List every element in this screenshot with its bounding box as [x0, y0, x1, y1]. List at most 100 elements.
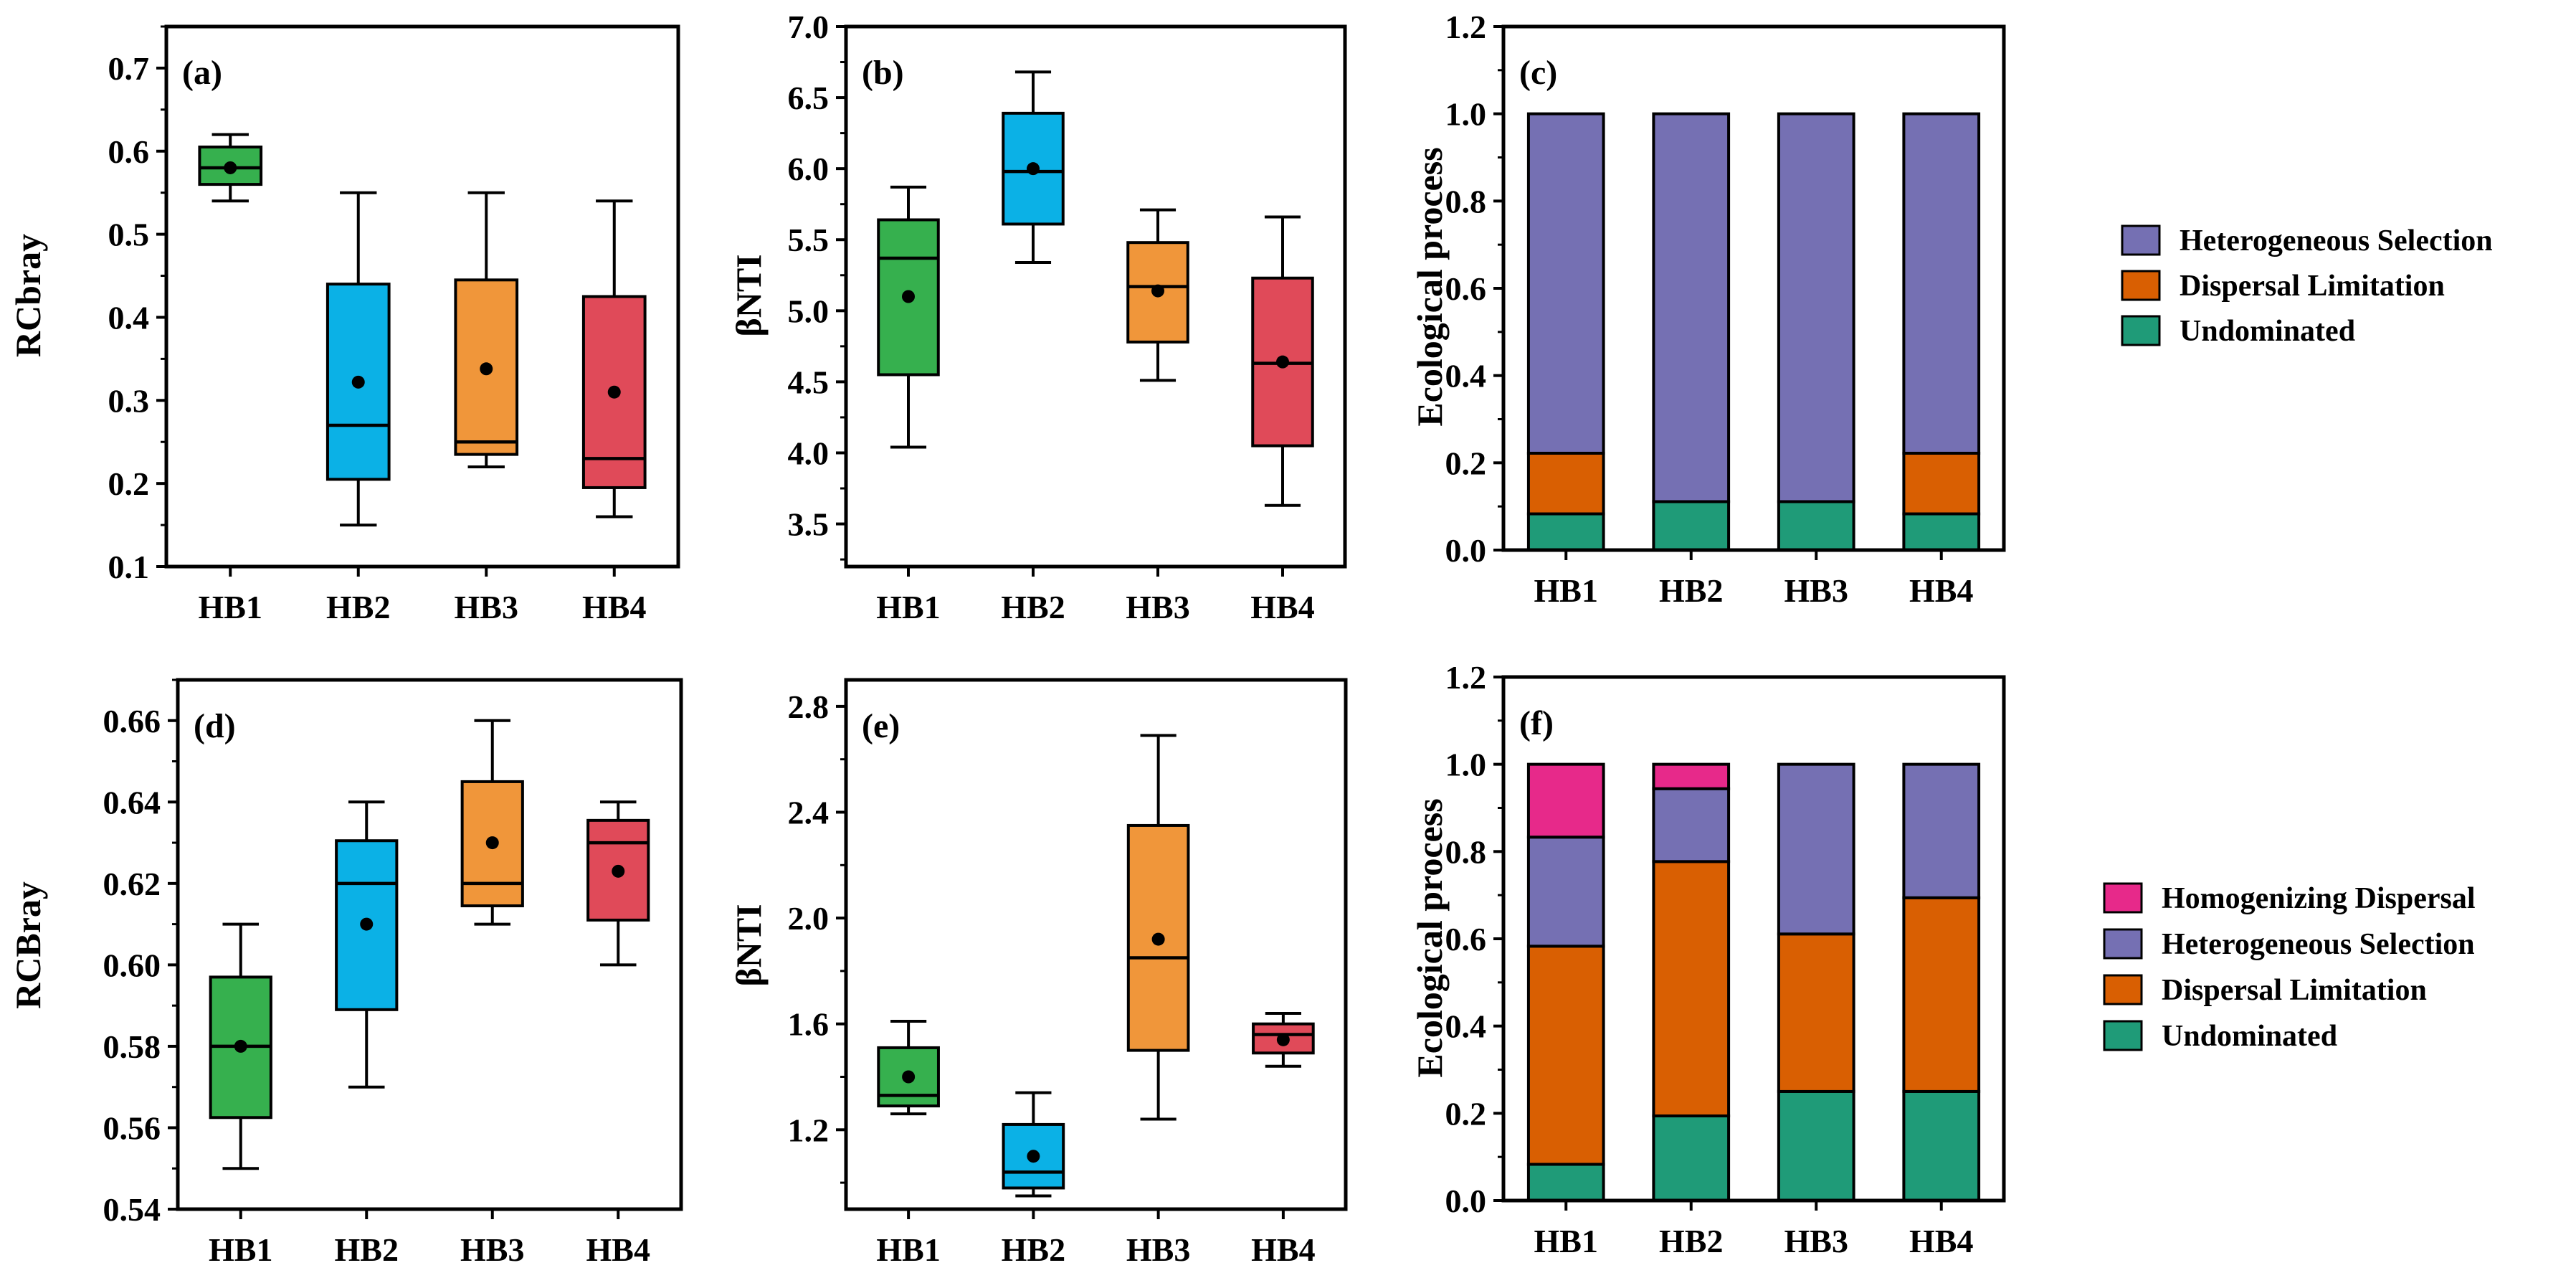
bar-segment	[1526, 836, 1605, 948]
y-tick-label: 1.6	[788, 1006, 830, 1043]
bar-segment	[1777, 762, 1855, 936]
y-tick-label: 5.0	[788, 293, 830, 329]
y-tick-label: 1.2	[788, 1112, 830, 1148]
legend-label: Heterogeneous Selection	[2162, 928, 2475, 961]
x-tick-label: HB4	[1909, 1223, 1973, 1259]
box-HB4	[581, 199, 647, 519]
plot-frame	[1501, 24, 2006, 552]
bar-segment	[1652, 500, 1731, 552]
bar-segment	[1902, 762, 1981, 899]
y-axis-label: βNTI	[728, 254, 769, 336]
panel-label: (a)	[182, 54, 222, 92]
plot-frame	[176, 678, 683, 1211]
x-tick-label: HB1	[1534, 1223, 1598, 1259]
panel-c: 0.0 0.2 0.4 0.6 0.8 1.0 1.2 Ecological process H…	[1410, 9, 2493, 609]
box-HB1	[198, 133, 263, 203]
bar-HB1	[1526, 762, 1605, 1202]
mean-point	[1276, 1033, 1290, 1046]
legend-swatch	[2121, 315, 2161, 346]
bar-segment	[1902, 451, 1981, 516]
box-HB1	[877, 185, 940, 449]
bar-HB3	[1777, 762, 1855, 1202]
box-HB3	[1126, 734, 1190, 1121]
box-HB4	[1252, 1011, 1315, 1068]
x-tick-label: HB1	[209, 1231, 272, 1268]
box-HB1	[209, 922, 272, 1170]
y-tick-label: 2.8	[788, 688, 830, 725]
y-tick-label: 0.54	[103, 1191, 161, 1228]
x-tick-label: HB2	[335, 1231, 399, 1268]
bar-segment	[1902, 896, 1981, 1093]
x-tick-label: HB2	[1001, 589, 1065, 625]
y-tick-label: 0.4	[1445, 358, 1487, 394]
y-tick-label: 0.64	[103, 784, 161, 820]
y-tick-label: 4.5	[788, 364, 830, 400]
bar-segment	[1652, 860, 1731, 1117]
y-tick-label: 2.4	[788, 795, 830, 831]
box-iqr	[460, 780, 524, 908]
y-tick-label: 0.6	[1445, 921, 1487, 957]
x-tick-label: HB3	[1784, 572, 1848, 609]
mean-point	[224, 161, 237, 174]
x-tick-label: HB3	[1126, 589, 1189, 625]
mean-point	[485, 836, 499, 850]
plot-frame	[164, 24, 680, 569]
box-HB3	[1126, 208, 1189, 382]
y-tick-label: 0.1	[108, 549, 150, 585]
box-iqr	[586, 818, 650, 922]
plot-frame	[1501, 675, 2006, 1203]
bar-segment	[1652, 112, 1731, 503]
bar-segment	[1777, 1089, 1855, 1202]
bar-segment	[1902, 512, 1981, 552]
y-tick-label: 0.5	[108, 217, 150, 253]
bar-segment	[1652, 787, 1731, 863]
mean-point	[1027, 162, 1040, 176]
x-tick-label: HB1	[876, 1231, 940, 1268]
mean-point	[1151, 932, 1165, 946]
y-tick-label: 1.0	[1445, 747, 1487, 783]
bar-segment	[1652, 762, 1731, 790]
bar-segment	[1526, 451, 1605, 516]
legend-label: Undominated	[2180, 315, 2355, 348]
y-tick-label: 0.62	[103, 866, 161, 902]
legend: Heterogeneous Selection Dispersal Limitat…	[2121, 224, 2493, 348]
bar-HB4	[1902, 762, 1981, 1202]
box-HB4	[1251, 215, 1314, 507]
box-HB2	[325, 191, 391, 527]
bar-segment	[1652, 1114, 1731, 1202]
y-tick-label: 3.5	[788, 506, 830, 543]
mean-point	[607, 385, 621, 399]
x-tick-label: HB4	[1251, 1231, 1315, 1268]
box-HB3	[454, 191, 519, 468]
legend-label: Homogenizing Dispersal	[2162, 882, 2476, 915]
x-tick-label: HB2	[1659, 572, 1723, 609]
y-tick-label: 7.0	[788, 9, 830, 45]
mean-point	[1276, 355, 1289, 369]
bar-HB2	[1652, 762, 1731, 1202]
panel-label: (c)	[1519, 54, 1557, 92]
y-tick-label: 6.0	[788, 151, 830, 187]
y-tick-label: 0.6	[108, 133, 150, 170]
y-tick-label: 1.2	[1445, 9, 1487, 45]
y-axis-label: Ecological process	[1410, 798, 1450, 1077]
mean-point	[1027, 1150, 1040, 1163]
y-tick-label: 0.7	[108, 50, 150, 87]
x-tick-label: HB1	[199, 589, 262, 625]
box-HB1	[877, 1020, 940, 1116]
bar-segment	[1902, 112, 1981, 455]
bar-segment	[1777, 932, 1855, 1093]
bar-segment	[1526, 112, 1605, 455]
y-tick-label: 0.2	[108, 465, 150, 502]
bar-segment	[1777, 112, 1855, 503]
bar-HB2	[1652, 112, 1731, 552]
box-HB4	[586, 800, 650, 967]
y-tick-label: 0.2	[1445, 1095, 1487, 1132]
y-axis-label: RCBray	[8, 881, 48, 1009]
legend-swatch	[2121, 224, 2161, 256]
x-tick-label: HB4	[582, 589, 646, 625]
legend-swatch	[2121, 270, 2161, 301]
bar-segment	[1526, 945, 1605, 1166]
box-HB2	[1002, 70, 1065, 264]
y-axis-label: RCbray	[8, 234, 48, 357]
x-tick-label: HB3	[460, 1231, 524, 1268]
